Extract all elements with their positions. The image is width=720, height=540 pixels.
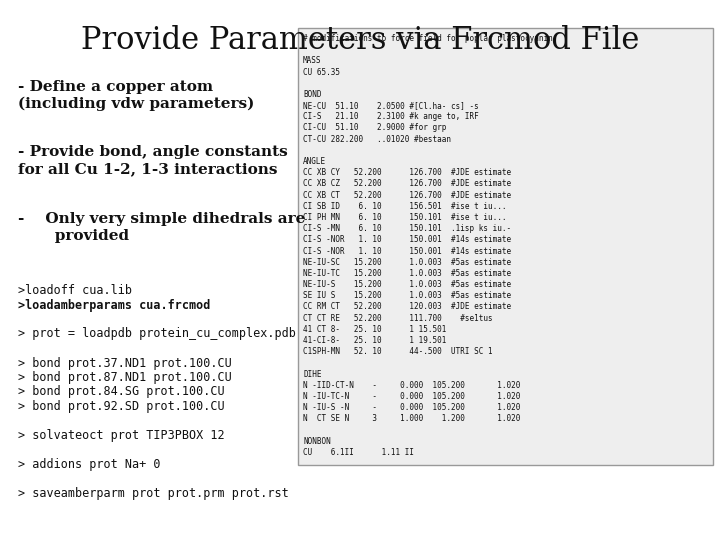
Text: >loadoff cua.lib: >loadoff cua.lib bbox=[18, 284, 132, 297]
Text: CT-CU 282.200   ..01020 #bestaan: CT-CU 282.200 ..01020 #bestaan bbox=[303, 134, 451, 144]
Text: CC RM CT   52.200      120.003  #JDE estimate: CC RM CT 52.200 120.003 #JDE estimate bbox=[303, 302, 511, 312]
Text: CU 65.35: CU 65.35 bbox=[303, 68, 340, 77]
Text: DIHE: DIHE bbox=[303, 369, 322, 379]
Bar bbox=[298, 28, 713, 465]
Text: CI-S -NOR   1. 10      150.001  #14s estimate: CI-S -NOR 1. 10 150.001 #14s estimate bbox=[303, 246, 511, 255]
Text: 41 CT 8-   25. 10      1 15.501: 41 CT 8- 25. 10 1 15.501 bbox=[303, 325, 446, 334]
Text: N  CT SE N     3     1.000    1.200       1.020: N CT SE N 3 1.000 1.200 1.020 bbox=[303, 414, 521, 423]
Text: - Define a copper atom: - Define a copper atom bbox=[18, 80, 213, 94]
Text: N -IU-S -N     -     0.000  105.200       1.020: N -IU-S -N - 0.000 105.200 1.020 bbox=[303, 403, 521, 412]
Text: CI-S -NOR   1. 10      150.001  #14s estimate: CI-S -NOR 1. 10 150.001 #14s estimate bbox=[303, 235, 511, 244]
Text: NE-IU-SC   15.200      1.0.003  #5as estimate: NE-IU-SC 15.200 1.0.003 #5as estimate bbox=[303, 258, 511, 267]
Text: CC XB CT   52.200      126.700  #JDE estimate: CC XB CT 52.200 126.700 #JDE estimate bbox=[303, 191, 511, 200]
Text: CI SB ID    6. 10      156.501  #ise t iu...: CI SB ID 6. 10 156.501 #ise t iu... bbox=[303, 202, 506, 211]
Text: CI PH MN    6. 10      150.101  #ise t iu...: CI PH MN 6. 10 150.101 #ise t iu... bbox=[303, 213, 506, 222]
Text: SE IU S    15.200      1.0.003  #5as estimate: SE IU S 15.200 1.0.003 #5as estimate bbox=[303, 291, 511, 300]
Text: CU    6.1II      1.11 II: CU 6.1II 1.11 II bbox=[303, 448, 414, 457]
Text: (including vdw parameters): (including vdw parameters) bbox=[18, 97, 254, 111]
Text: > bond prot.37.ND1 prot.100.CU: > bond prot.37.ND1 prot.100.CU bbox=[18, 356, 232, 369]
Text: NE-CU  51.10    2.0500 #[Cl.ha- cs] -s: NE-CU 51.10 2.0500 #[Cl.ha- cs] -s bbox=[303, 101, 479, 110]
Text: # modifications to force field for poplar plastocyanin: # modifications to force field for popla… bbox=[303, 34, 553, 43]
Text: CC XB CY   52.200      126.700  #JDE estimate: CC XB CY 52.200 126.700 #JDE estimate bbox=[303, 168, 511, 177]
Text: CT CT RE   52.200      111.700    #se1tus: CT CT RE 52.200 111.700 #se1tus bbox=[303, 314, 492, 322]
Text: NONBON: NONBON bbox=[303, 437, 330, 445]
Text: C1SPH-MN   52. 10      44-.500  UTRI SC 1: C1SPH-MN 52. 10 44-.500 UTRI SC 1 bbox=[303, 347, 492, 356]
Text: 41-CI-8-   25. 10      1 19.501: 41-CI-8- 25. 10 1 19.501 bbox=[303, 336, 446, 345]
Text: NE-IU-S    15.200      1.0.003  #5as estimate: NE-IU-S 15.200 1.0.003 #5as estimate bbox=[303, 280, 511, 289]
Text: Provide Parameters via Frcmod File: Provide Parameters via Frcmod File bbox=[81, 25, 639, 56]
Text: MASS: MASS bbox=[303, 56, 322, 65]
Text: CC XB CZ   52.200      126.700  #JDE estimate: CC XB CZ 52.200 126.700 #JDE estimate bbox=[303, 179, 511, 188]
Text: CI-S -MN    6. 10      150.101  .1isp ks iu.-: CI-S -MN 6. 10 150.101 .1isp ks iu.- bbox=[303, 224, 511, 233]
Text: for all Cu 1-2, 1-3 interactions: for all Cu 1-2, 1-3 interactions bbox=[18, 162, 277, 176]
Text: CI-CU  51.10    2.9000 #for grp: CI-CU 51.10 2.9000 #for grp bbox=[303, 124, 446, 132]
Text: NE-IU-TC   15.200      1.0.003  #5as estimate: NE-IU-TC 15.200 1.0.003 #5as estimate bbox=[303, 269, 511, 278]
Text: - Provide bond, angle constants: - Provide bond, angle constants bbox=[18, 145, 288, 159]
Text: > bond prot.87.ND1 prot.100.CU: > bond prot.87.ND1 prot.100.CU bbox=[18, 371, 232, 384]
Text: > bond prot.84.SG prot.100.CU: > bond prot.84.SG prot.100.CU bbox=[18, 386, 225, 399]
Text: BOND: BOND bbox=[303, 90, 322, 99]
Text: > prot = loadpdb protein_cu_complex.pdb: > prot = loadpdb protein_cu_complex.pdb bbox=[18, 327, 296, 341]
Text: > bond prot.92.SD prot.100.CU: > bond prot.92.SD prot.100.CU bbox=[18, 400, 225, 413]
Text: -    Only very simple dihedrals are: - Only very simple dihedrals are bbox=[18, 212, 305, 226]
Text: provided: provided bbox=[18, 229, 129, 243]
Text: > solvateoct prot TIP3PBOX 12: > solvateoct prot TIP3PBOX 12 bbox=[18, 429, 225, 442]
Text: >loadamberparams cua.frcmod: >loadamberparams cua.frcmod bbox=[18, 299, 210, 312]
Text: N -IID-CT-N    -     0.000  105.200       1.020: N -IID-CT-N - 0.000 105.200 1.020 bbox=[303, 381, 521, 390]
Text: > saveamberparm prot prot.prm prot.rst: > saveamberparm prot prot.prm prot.rst bbox=[18, 487, 289, 500]
Text: ANGLE: ANGLE bbox=[303, 157, 326, 166]
Text: > addions prot Na+ 0: > addions prot Na+ 0 bbox=[18, 458, 161, 471]
Text: CI-S   21.10    2.3100 #k ange to, IRF: CI-S 21.10 2.3100 #k ange to, IRF bbox=[303, 112, 479, 122]
Text: N -IU-TC-N     -     0.000  105.200       1.020: N -IU-TC-N - 0.000 105.200 1.020 bbox=[303, 392, 521, 401]
